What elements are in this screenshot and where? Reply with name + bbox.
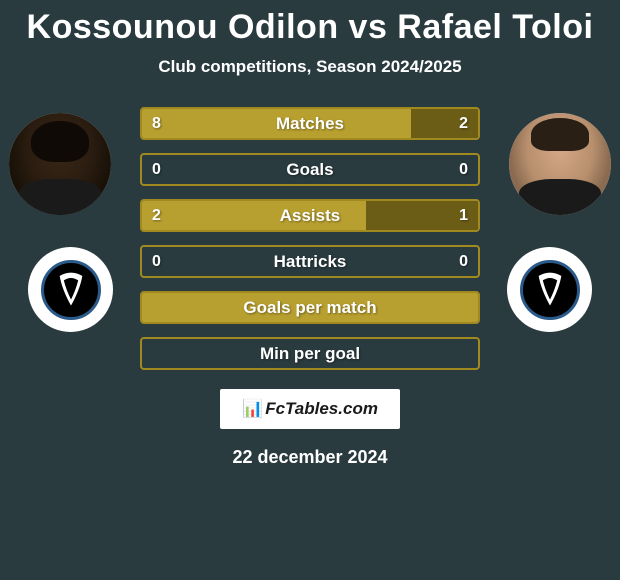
comparison-title: Kossounou Odilon vs Rafael Toloi bbox=[0, 8, 620, 47]
atalanta-logo-icon bbox=[520, 260, 580, 320]
comparison-date: 22 december 2024 bbox=[0, 447, 620, 468]
stat-bar-row: 00Hattricks bbox=[140, 245, 480, 278]
stat-label: Goals bbox=[142, 160, 478, 180]
stat-label: Goals per match bbox=[142, 298, 478, 318]
club-right-logo bbox=[507, 247, 592, 332]
watermark-badge: 📊FcTables.com bbox=[220, 389, 400, 429]
player-left-avatar bbox=[9, 113, 111, 215]
comparison-subtitle: Club competitions, Season 2024/2025 bbox=[0, 57, 620, 77]
club-crest-icon bbox=[47, 266, 95, 314]
stat-bar-row: 00Goals bbox=[140, 153, 480, 186]
watermark-text: FcTables.com bbox=[265, 399, 378, 418]
stats-area: 82Matches 00Goals 21Assists 00Hattricks Goal… bbox=[0, 107, 620, 387]
stat-bar-row: 82Matches bbox=[140, 107, 480, 140]
stat-label: Min per goal bbox=[142, 344, 478, 364]
stat-bar-row: Goals per match bbox=[140, 291, 480, 324]
club-crest-icon bbox=[526, 266, 574, 314]
atalanta-logo-icon bbox=[41, 260, 101, 320]
stat-label: Assists bbox=[142, 206, 478, 226]
stat-bars: 82Matches 00Goals 21Assists 00Hattricks Goal… bbox=[140, 107, 480, 383]
chart-icon: 📊 bbox=[242, 399, 263, 418]
club-left-logo bbox=[28, 247, 113, 332]
stat-label: Matches bbox=[142, 114, 478, 134]
player-face-icon bbox=[9, 113, 111, 215]
player-face-icon bbox=[509, 113, 611, 215]
stat-label: Hattricks bbox=[142, 252, 478, 272]
stat-bar-row: Min per goal bbox=[140, 337, 480, 370]
player-right-avatar bbox=[509, 113, 611, 215]
stat-bar-row: 21Assists bbox=[140, 199, 480, 232]
